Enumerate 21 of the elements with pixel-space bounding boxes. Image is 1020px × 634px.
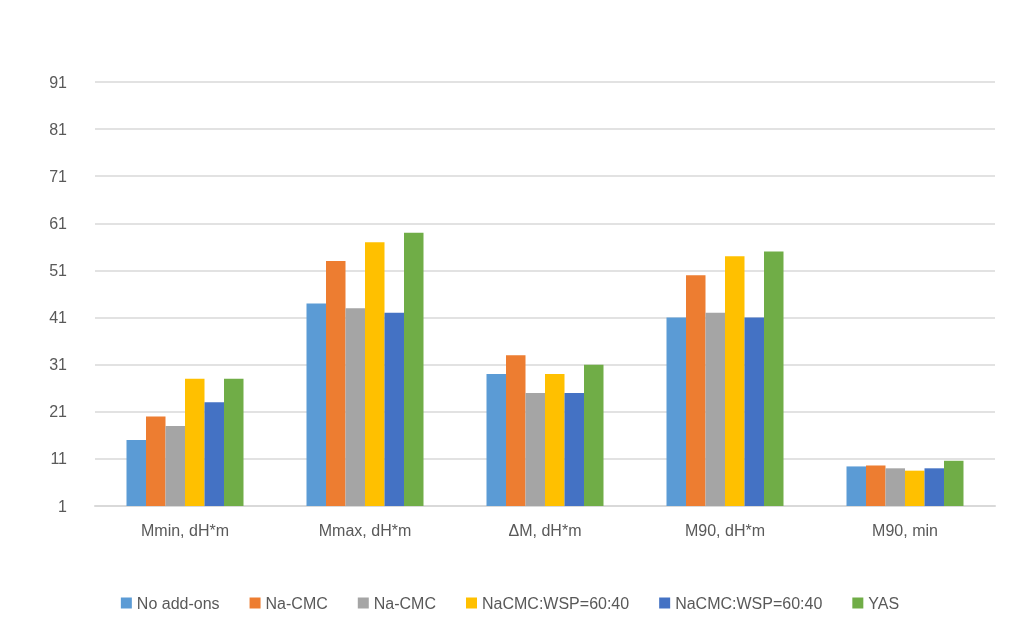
legend-label: NaCMC:WSP=60:40 — [482, 594, 630, 612]
legend-label: YAS — [868, 594, 900, 612]
y-tick-label: 71 — [49, 167, 68, 185]
y-tick-label: 21 — [49, 403, 68, 421]
x-tick-label: M90, dH*m — [684, 521, 766, 539]
legend-label: Na-CMC — [265, 594, 328, 612]
x-tick-label: Mmax, dH*m — [318, 521, 412, 539]
y-tick-label: 81 — [49, 120, 68, 138]
y-tick-label: 51 — [49, 261, 68, 279]
x-tick-label: M90, min — [872, 521, 938, 539]
y-tick-label: 41 — [49, 309, 68, 327]
y-tick-label: 31 — [49, 356, 68, 374]
y-tick-label: 1 — [58, 497, 68, 515]
legend-label: NaCMC:WSP=60:40 — [675, 594, 823, 612]
y-tick-label: 61 — [49, 214, 68, 232]
x-tick-label: Mmin, dH*m — [140, 521, 230, 539]
x-tick-label: ΔM, dH*m — [508, 521, 582, 539]
legend-label: Na-CMC — [373, 594, 436, 612]
y-tick-label: 11 — [50, 450, 68, 468]
legend-label: No add-ons — [136, 594, 220, 612]
y-tick-label: 91 — [49, 73, 68, 91]
